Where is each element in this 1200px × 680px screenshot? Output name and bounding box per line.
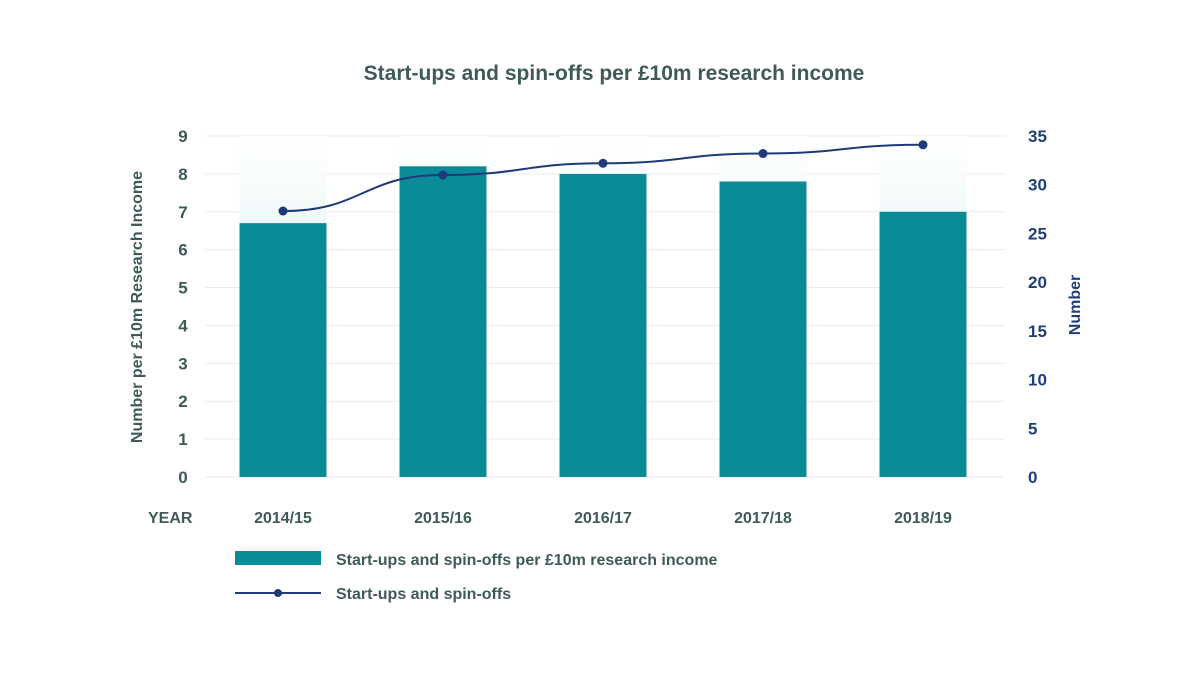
bars bbox=[239, 166, 967, 478]
y-tick-label: 2 bbox=[178, 392, 187, 411]
x-tick-label: 2016/17 bbox=[574, 510, 632, 527]
y-tick-label: 0 bbox=[178, 468, 187, 487]
y2-tick-label: 15 bbox=[1028, 322, 1047, 341]
bar bbox=[559, 173, 647, 477]
y2-tick-label: 30 bbox=[1028, 176, 1047, 195]
y2-axis-ticks: 0 5 10 15 20 25 30 35 bbox=[1028, 127, 1047, 487]
y-axis-label: Number per £10m Research Income bbox=[129, 171, 146, 443]
legend-line-label: Start-ups and spin-offs bbox=[336, 586, 511, 603]
bar bbox=[399, 166, 487, 478]
x-axis-ticks: 2014/15 2015/16 2016/17 2017/18 2018/19 bbox=[254, 510, 952, 527]
legend-bar-label: Start-ups and spin-offs per £10m researc… bbox=[336, 552, 718, 569]
x-tick-label: 2015/16 bbox=[414, 510, 472, 527]
y2-tick-label: 35 bbox=[1028, 127, 1047, 146]
x-tick-label: 2018/19 bbox=[894, 510, 952, 527]
y-tick-label: 3 bbox=[178, 354, 187, 373]
y-tick-label: 4 bbox=[178, 316, 188, 335]
bar bbox=[719, 181, 807, 477]
line-point bbox=[918, 140, 928, 150]
x-tick-label: 2017/18 bbox=[734, 510, 792, 527]
bar bbox=[879, 211, 967, 477]
y2-tick-label: 25 bbox=[1028, 224, 1047, 243]
legend-line-marker bbox=[274, 589, 282, 597]
chart-title: Start-ups and spin-offs per £10m researc… bbox=[364, 62, 865, 85]
line-series bbox=[278, 140, 928, 216]
y-tick-label: 5 bbox=[178, 279, 187, 298]
y2-tick-label: 0 bbox=[1028, 468, 1037, 487]
y2-tick-label: 20 bbox=[1028, 273, 1047, 292]
y2-tick-label: 10 bbox=[1028, 371, 1047, 390]
bar bbox=[239, 223, 327, 477]
y-tick-label: 1 bbox=[178, 430, 187, 449]
y-tick-label: 8 bbox=[178, 165, 187, 184]
y-tick-label: 9 bbox=[178, 127, 187, 146]
legend-bar-swatch bbox=[235, 551, 321, 565]
y2-tick-label: 5 bbox=[1028, 419, 1037, 438]
line-point bbox=[278, 206, 288, 216]
y2-axis-label: Number bbox=[1067, 275, 1084, 335]
line-point bbox=[758, 149, 768, 159]
x-axis-label: YEAR bbox=[148, 510, 193, 527]
legend: Start-ups and spin-offs per £10m researc… bbox=[235, 551, 718, 603]
y-tick-label: 6 bbox=[178, 241, 187, 260]
y-tick-label: 7 bbox=[178, 203, 187, 222]
line-point bbox=[438, 170, 448, 180]
y-axis-ticks: 0 1 2 3 4 5 6 7 8 9 bbox=[178, 127, 188, 487]
x-tick-label: 2014/15 bbox=[254, 510, 312, 527]
line-point bbox=[598, 158, 608, 168]
